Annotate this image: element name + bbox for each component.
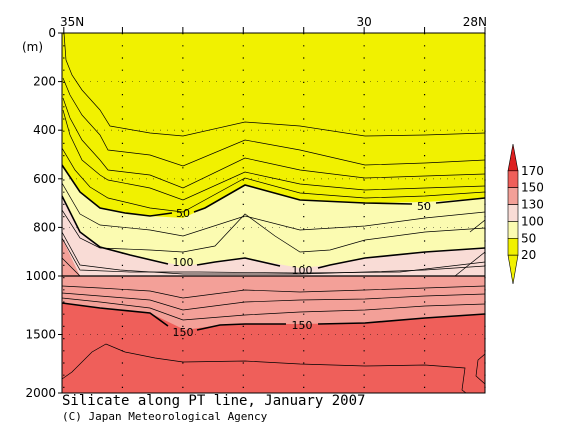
contour-line [62,209,485,253]
contour-field [62,33,485,393]
depth-gridlines [62,81,485,335]
contour-line [62,257,81,277]
colorbar-label: 20 [521,248,536,262]
contour-line [475,353,485,385]
chart-title: Silicate along PT line, January 2007 [62,393,366,409]
contour-line [62,97,485,189]
contour-label: 150 [292,319,313,332]
colorbar: 170 150 130 100 50 20 [507,143,544,285]
y-tick-label: 800 [33,220,56,234]
colorbar-label: 150 [521,181,544,195]
y-axis: 0 200 400 600 800 1000 1500 2000 [25,26,62,400]
contour-line [62,109,485,201]
y-tick-label: 600 [33,172,56,186]
contour-line [62,77,485,167]
credit-line: (C) Japan Meteorological Agency [62,410,268,423]
y-axis-unit: (m) [22,40,43,54]
contour-150 [62,302,485,331]
contour-label: 100 [173,256,194,269]
colorbar-segment [507,237,519,256]
x-tick-label: 30 [357,15,372,29]
colorbar-label: 100 [521,214,544,228]
y-tick-label: 400 [33,123,56,137]
y-tick-label: 2000 [25,386,56,400]
contour-label: 50 [417,200,431,213]
contour-50 [62,164,485,217]
colorbar-label: 170 [521,164,544,178]
colorbar-label: 50 [521,231,536,245]
contour-100 [62,195,485,269]
contour-lines [62,33,485,393]
bold-contours [62,164,485,331]
contour-label: 100 [292,264,313,277]
x-axis: 35N 30 28N [60,15,487,29]
x-tick-label: 35N [60,15,84,29]
contour-label: 50 [176,207,190,220]
contour-label: 150 [173,326,194,339]
contour-line [62,343,467,393]
contour-line [62,237,485,274]
y-tick-label: 0 [48,26,56,40]
colorbar-segment [507,254,519,285]
y-tick-label: 1000 [25,269,56,283]
colorbar-segment [507,143,519,172]
contour-line [62,297,485,321]
contour-line [62,292,485,311]
colorbar-label: 130 [521,198,544,212]
station-lines [63,27,486,393]
contour-line [454,251,485,277]
colorbar-segment [507,187,519,205]
colorbar-segment [507,204,519,222]
contour-labels: 50 50 100 100 150 150 [173,200,432,339]
contour-line [469,219,485,233]
contour-line [63,33,485,137]
x-tick-label: 28N [463,15,487,29]
plot-frame [61,32,486,394]
contour-line [62,147,485,213]
y-tick-label: 200 [33,75,56,89]
colorbar-segment [507,170,519,189]
contour-line [62,285,485,299]
contour-line [62,182,485,237]
y-tick-label: 1500 [25,328,56,342]
colorbar-segment [507,221,519,239]
